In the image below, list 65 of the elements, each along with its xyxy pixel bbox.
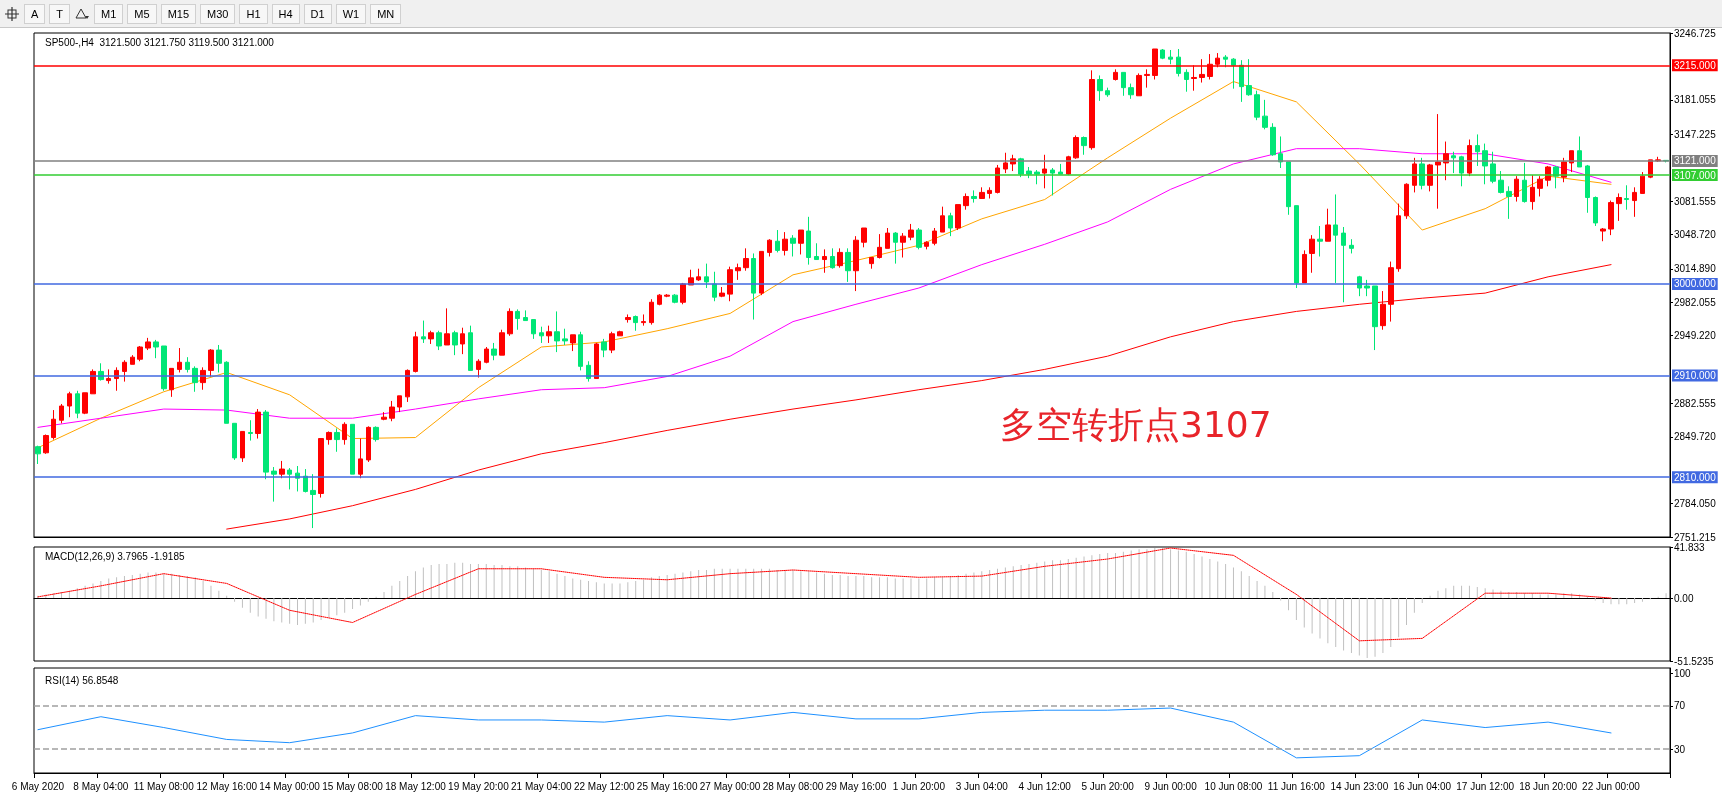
chart-title: SP500-,H4 3121.500 3121.750 3119.500 3121.000 — [45, 36, 275, 48]
x-tick-label: 3 Jun 04:00 — [955, 780, 1009, 792]
text: MN — [370, 3, 402, 24]
y-tick-label: 3147.225 — [1674, 128, 1717, 140]
text: T — [49, 3, 71, 24]
x-tick-label: 11 Jun 16:00 — [1267, 780, 1326, 792]
text: M15 — [160, 3, 197, 24]
text: M5 — [127, 3, 157, 24]
x-tick-label: 1 Jun 20:00 — [892, 780, 946, 792]
y-tick-label: 2849.720 — [1674, 431, 1717, 443]
ref-line-label: 3121.000 — [1674, 155, 1717, 167]
text: M1 — [94, 3, 124, 24]
text: M30 — [200, 3, 236, 24]
x-tick-label: 10 Jun 08:00 — [1204, 780, 1263, 792]
x-tick-label: 14 May 00:00 — [259, 780, 321, 792]
text: H1 — [239, 3, 268, 24]
x-tick-label: 4 Jun 12:00 — [1018, 780, 1072, 792]
text: H4 — [271, 3, 300, 24]
x-tick-label: 14 Jun 23:00 — [1330, 780, 1389, 792]
y-tick-label: 3014.890 — [1674, 263, 1717, 275]
text: A — [24, 3, 46, 24]
text: RSI(14) 56.8548 — [45, 674, 119, 686]
text: D1 — [303, 3, 332, 24]
x-tick-label: 22 Jun 00:00 — [1582, 780, 1641, 792]
x-tick-label: 19 May 20:00 — [448, 780, 510, 792]
x-tick-label: 28 May 08:00 — [762, 780, 824, 792]
y-tick-label: 41.833 — [1674, 541, 1706, 553]
text: W1 — [335, 3, 367, 24]
x-tick-label: 9 Jun 00:00 — [1144, 780, 1198, 792]
y-tick-label: 2882.555 — [1674, 397, 1717, 409]
y-tick-label: 3246.725 — [1674, 27, 1717, 39]
y-tick-label: 100 — [1674, 667, 1692, 679]
y-tick-label: -51.5235 — [1674, 655, 1714, 667]
y-tick-label: 3181.055 — [1674, 94, 1717, 106]
x-tick-label: 22 May 12:00 — [573, 780, 635, 792]
chart-title: MACD(12,26,9) 3.7965 -1.9185 — [45, 550, 185, 562]
ref-line-label: 3000.000 — [1674, 278, 1717, 290]
x-tick-label: 29 May 16:00 — [825, 780, 887, 792]
x-tick-label: 25 May 16:00 — [636, 780, 698, 792]
x-tick-label: 17 Jun 12:00 — [1456, 780, 1515, 792]
x-tick-label: 21 May 04:00 — [511, 780, 573, 792]
y-tick-label: 3048.720 — [1674, 228, 1717, 240]
ref-line-label: 2810.000 — [1674, 471, 1717, 483]
ref-line-label: 2910.000 — [1674, 369, 1717, 381]
x-tick-label: 18 Jun 20:00 — [1519, 780, 1578, 792]
x-tick-label: 8 May 04:00 — [73, 780, 129, 792]
x-tick-label: 15 May 08:00 — [322, 780, 384, 792]
y-tick-label: 2751.215 — [1674, 531, 1717, 543]
y-tick-label: 70 — [1674, 700, 1686, 712]
x-tick-label: 11 May 08:00 — [133, 780, 195, 792]
x-tick-label: 12 May 16:00 — [196, 780, 258, 792]
y-tick-label: 2982.055 — [1674, 296, 1717, 308]
x-tick-label: 16 Jun 04:00 — [1393, 780, 1452, 792]
y-tick-label: 0.00 — [1674, 592, 1694, 604]
x-tick-label: 6 May 2020 — [11, 780, 65, 792]
y-tick-label: 3081.555 — [1674, 195, 1717, 207]
ref-line-label: 3107.000 — [1674, 169, 1717, 181]
y-tick-label: 30 — [1674, 743, 1686, 755]
y-tick-label: 2949.220 — [1674, 330, 1717, 342]
x-tick-label: 18 May 12:00 — [385, 780, 447, 792]
ref-line-label: 3215.000 — [1674, 59, 1717, 71]
x-tick-label: 27 May 00:00 — [699, 780, 761, 792]
annotation: 多空转折点3107 — [1000, 403, 1272, 445]
x-tick-label: 5 Jun 20:00 — [1081, 780, 1135, 792]
y-tick-label: 2784.050 — [1674, 498, 1717, 510]
